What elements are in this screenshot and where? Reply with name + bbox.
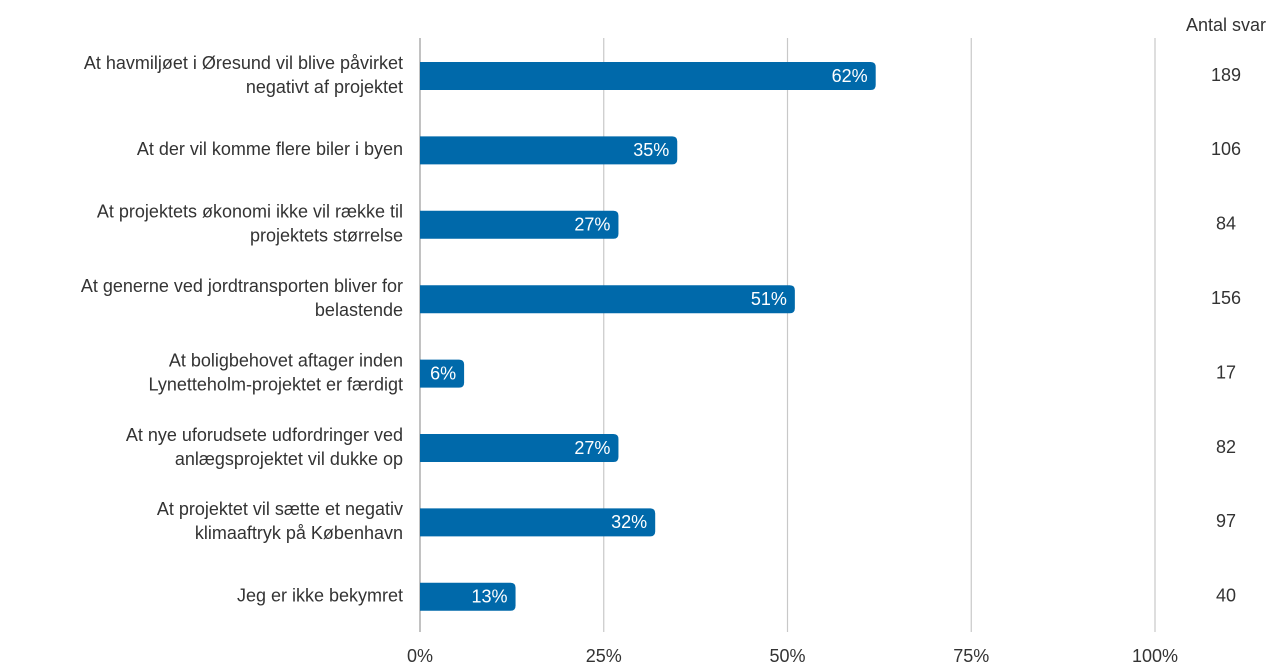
x-tick-label: 50% [769, 646, 805, 666]
category-label: negativt af projektet [246, 77, 403, 97]
category-label: At havmiljøet i Øresund vil blive påvirk… [84, 53, 403, 73]
count-label: 82 [1216, 437, 1236, 457]
category-label: At boligbehovet aftager inden [169, 350, 403, 370]
value-label: 27% [574, 215, 610, 235]
count-label: 40 [1216, 586, 1236, 606]
count-header: Antal svar [1186, 15, 1266, 35]
category-label: klimaaftryk på København [195, 523, 403, 543]
count-label: 189 [1211, 65, 1241, 85]
value-label: 13% [472, 587, 508, 607]
bar [420, 136, 678, 165]
count-label: 106 [1211, 139, 1241, 159]
value-label: 35% [633, 140, 669, 160]
bar [420, 210, 619, 239]
x-tick-label: 0% [407, 646, 433, 666]
category-label: At nye uforudsete udfordringer ved [126, 425, 403, 445]
count-label: 97 [1216, 511, 1236, 531]
bar [420, 434, 619, 462]
category-label: Lynetteholm-projektet er færdigt [149, 374, 403, 394]
value-label: 62% [832, 66, 868, 86]
bar [420, 508, 656, 537]
category-label: At projektets økonomi ikke vil række til [97, 202, 403, 222]
x-tick-label: 100% [1132, 646, 1178, 666]
category-label: projektets størrelse [250, 226, 403, 246]
bar [420, 62, 876, 90]
bar [420, 582, 516, 611]
category-label: At projektet vil sætte et negativ [157, 499, 403, 519]
value-label: 32% [611, 512, 647, 532]
value-label: 51% [751, 289, 787, 309]
category-label: At der vil komme flere biler i byen [137, 139, 403, 159]
count-label: 156 [1211, 288, 1241, 308]
count-label: 17 [1216, 362, 1236, 382]
category-label: anlægsprojektet vil dukke op [175, 449, 403, 469]
bar [420, 285, 795, 314]
category-label: At generne ved jordtransporten bliver fo… [81, 276, 403, 296]
count-label: 84 [1216, 214, 1236, 234]
value-label: 6% [430, 363, 456, 383]
category-label: Jeg er ikke bekymret [237, 586, 403, 606]
x-tick-label: 25% [586, 646, 622, 666]
bar [420, 359, 465, 388]
category-label: belastende [315, 300, 403, 320]
x-tick-label: 75% [953, 646, 989, 666]
value-label: 27% [574, 438, 610, 458]
